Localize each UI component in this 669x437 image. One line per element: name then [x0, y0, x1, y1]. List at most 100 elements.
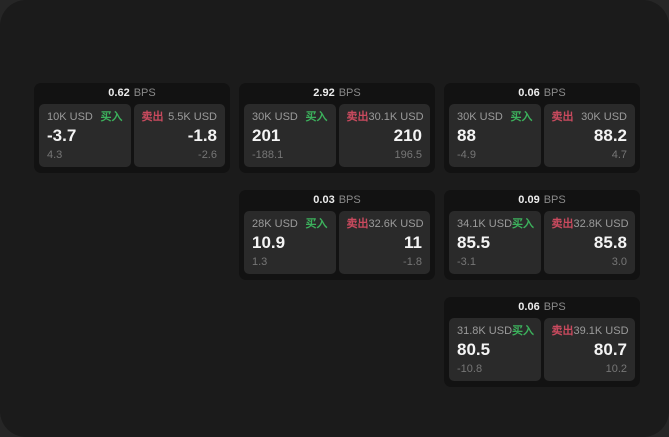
- buy-panel[interactable]: 34.1K USD 买入 85.5 -3.1: [449, 211, 541, 274]
- sell-panel-top: 卖出 30K USD: [552, 111, 628, 123]
- buy-amount: 28K USD: [252, 218, 298, 230]
- buy-panel-top: 30K USD 买入: [457, 111, 533, 123]
- sell-panel-top: 卖出 5.5K USD: [142, 111, 218, 123]
- buy-amount: 10K USD: [47, 111, 93, 123]
- buy-panel[interactable]: 30K USD 买入 201 -188.1: [244, 104, 336, 167]
- sell-panel[interactable]: 卖出 5.5K USD -1.8 -2.6: [133, 104, 225, 167]
- spread-value: 0.03: [313, 194, 335, 206]
- sell-panel-top: 卖出 32.8K USD: [551, 218, 629, 230]
- sell-amount: 32.6K USD: [368, 218, 424, 230]
- sell-change: 3.0: [611, 256, 627, 268]
- buy-side-label: 买入: [512, 218, 535, 230]
- quote-card: 0.03 BPS 28K USD 买入 10.9 1.3 卖出 32.6K US…: [239, 190, 435, 280]
- buy-side-label: 买入: [510, 111, 533, 123]
- sell-panel[interactable]: 卖出 39.1K USD 80.7 10.2: [543, 318, 635, 381]
- sell-price: 210: [393, 126, 422, 145]
- spread-header: 0.03 BPS: [244, 190, 430, 211]
- buy-amount: 30K USD: [252, 111, 298, 123]
- spread-value: 2.92: [313, 87, 335, 99]
- buy-panel[interactable]: 28K USD 买入 10.9 1.3: [244, 211, 336, 274]
- sell-panel-top: 卖出 32.6K USD: [346, 218, 424, 230]
- sell-side-label: 卖出: [346, 111, 369, 123]
- buy-panel-top: 28K USD 买入: [252, 218, 328, 230]
- sell-amount: 32.8K USD: [573, 218, 629, 230]
- quote-card: 2.92 BPS 30K USD 买入 201 -188.1 卖出 30.1K …: [239, 83, 435, 173]
- sell-panel[interactable]: 卖出 32.6K USD 11 -1.8: [338, 211, 430, 274]
- buy-amount: 30K USD: [457, 111, 503, 123]
- buy-side-label: 买入: [512, 325, 535, 337]
- sell-panel[interactable]: 卖出 32.8K USD 85.8 3.0: [543, 211, 635, 274]
- buy-price: 85.5: [457, 233, 491, 252]
- sell-change: 4.7: [611, 149, 627, 161]
- sell-price: 11: [404, 233, 422, 252]
- buy-panel[interactable]: 31.8K USD 买入 80.5 -10.8: [449, 318, 541, 381]
- spread-header: 2.92 BPS: [244, 83, 430, 104]
- buy-amount: 34.1K USD: [457, 218, 513, 230]
- spread-value: 0.09: [518, 194, 540, 206]
- quote-panels: 30K USD 买入 88 -4.9 卖出 30K USD 88.2 4.7: [449, 104, 635, 167]
- quote-card: 0.62 BPS 10K USD 买入 -3.7 4.3 卖出 5.5K USD: [34, 83, 230, 173]
- quote-card: 0.06 BPS 31.8K USD 买入 80.5 -10.8 卖出 39.1…: [444, 297, 640, 387]
- sell-side-label: 卖出: [141, 111, 164, 123]
- buy-change: -4.9: [457, 149, 476, 161]
- sell-side-label: 卖出: [551, 111, 574, 123]
- spread-header: 0.62 BPS: [39, 83, 225, 104]
- sell-amount: 30.1K USD: [368, 111, 424, 123]
- buy-change: 4.3: [47, 149, 63, 161]
- spread-header: 0.09 BPS: [449, 190, 635, 211]
- sell-panel[interactable]: 卖出 30.1K USD 210 196.5: [338, 104, 430, 167]
- buy-panel-top: 10K USD 买入: [47, 111, 123, 123]
- buy-panel[interactable]: 10K USD 买入 -3.7 4.3: [39, 104, 131, 167]
- buy-panel-top: 31.8K USD 买入: [457, 325, 535, 337]
- buy-panel-top: 34.1K USD 买入: [457, 218, 535, 230]
- sell-panel-top: 卖出 39.1K USD: [551, 325, 629, 337]
- sell-change: -1.8: [403, 256, 422, 268]
- sell-change: -2.6: [198, 149, 217, 161]
- buy-panel-top: 30K USD 买入: [252, 111, 328, 123]
- quote-panels: 31.8K USD 买入 80.5 -10.8 卖出 39.1K USD 80.…: [449, 318, 635, 381]
- buy-side-label: 买入: [305, 218, 328, 230]
- buy-price: 88: [457, 126, 476, 145]
- sell-change: 196.5: [394, 149, 422, 161]
- buy-change: -10.8: [457, 363, 483, 375]
- spread-unit-label: BPS: [338, 87, 361, 99]
- buy-change: -188.1: [252, 149, 284, 161]
- spread-value: 0.62: [108, 87, 130, 99]
- buy-price: 80.5: [457, 340, 491, 359]
- sell-amount: 30K USD: [581, 111, 627, 123]
- sell-price: 80.7: [593, 340, 627, 359]
- quote-panels: 34.1K USD 买入 85.5 -3.1 卖出 32.8K USD 85.8…: [449, 211, 635, 274]
- buy-price: 201: [252, 126, 281, 145]
- buy-side-label: 买入: [100, 111, 123, 123]
- spread-unit-label: BPS: [133, 87, 156, 99]
- spread-value: 0.06: [518, 301, 540, 313]
- spread-unit-label: BPS: [543, 301, 566, 313]
- buy-panel[interactable]: 30K USD 买入 88 -4.9: [449, 104, 541, 167]
- spread-unit-label: BPS: [543, 194, 566, 206]
- spread-value: 0.06: [518, 87, 540, 99]
- quote-panels: 28K USD 买入 10.9 1.3 卖出 32.6K USD 11 -1.8: [244, 211, 430, 274]
- sell-side-label: 卖出: [551, 218, 574, 230]
- spread-header: 0.06 BPS: [449, 297, 635, 318]
- sell-panel-top: 卖出 30.1K USD: [346, 111, 424, 123]
- sell-price: -1.8: [187, 126, 217, 145]
- sell-price: 88.2: [593, 126, 627, 145]
- buy-amount: 31.8K USD: [457, 325, 513, 337]
- buy-price: 10.9: [252, 233, 286, 252]
- quote-card: 0.06 BPS 30K USD 买入 88 -4.9 卖出 30K USD: [444, 83, 640, 173]
- sell-amount: 39.1K USD: [573, 325, 629, 337]
- buy-side-label: 买入: [305, 111, 328, 123]
- buy-change: 1.3: [252, 256, 268, 268]
- buy-change: -3.1: [457, 256, 476, 268]
- quote-card: 0.09 BPS 34.1K USD 买入 85.5 -3.1 卖出 32.8K…: [444, 190, 640, 280]
- quote-grid: 0.62 BPS 10K USD 买入 -3.7 4.3 卖出 5.5K USD: [34, 83, 640, 387]
- spread-header: 0.06 BPS: [449, 83, 635, 104]
- sell-side-label: 卖出: [346, 218, 369, 230]
- sell-side-label: 卖出: [551, 325, 574, 337]
- quote-panels: 30K USD 买入 201 -188.1 卖出 30.1K USD 210 1…: [244, 104, 430, 167]
- quote-panels: 10K USD 买入 -3.7 4.3 卖出 5.5K USD -1.8 -2.…: [39, 104, 225, 167]
- spread-unit-label: BPS: [338, 194, 361, 206]
- sell-price: 85.8: [593, 233, 627, 252]
- sell-panel[interactable]: 卖出 30K USD 88.2 4.7: [543, 104, 635, 167]
